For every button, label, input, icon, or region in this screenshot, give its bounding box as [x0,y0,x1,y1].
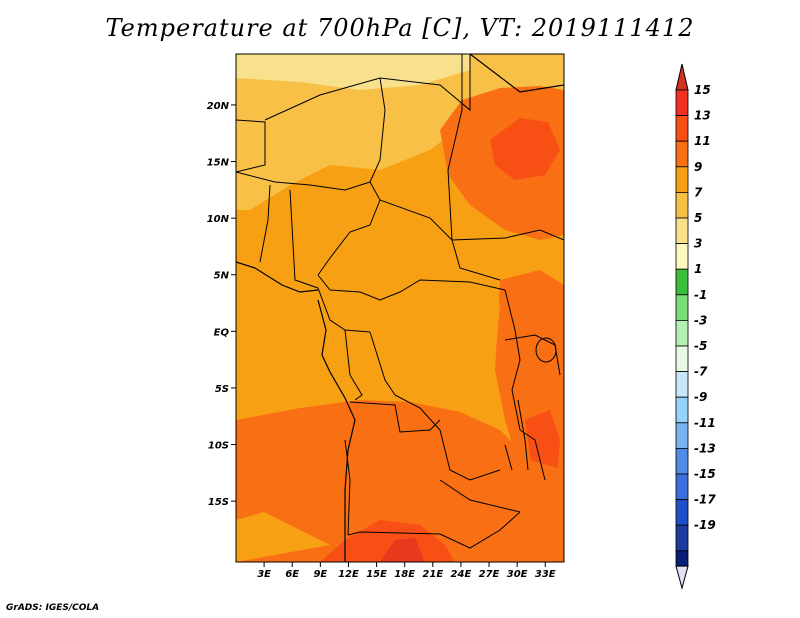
colorbar-segment [675,166,689,193]
lon-tick-label: 3E [257,569,271,580]
colorbar-label: -13 [694,441,716,455]
colorbar-label: 13 [694,109,711,123]
lat-tick-label: 20N [207,101,230,112]
colorbar-segment [675,89,689,117]
country-borders [236,54,564,549]
colorbar-label: -5 [694,339,707,353]
map-frame [235,53,565,563]
colorbar-label: -11 [694,416,716,430]
lat-tick-label: 10N [207,214,230,225]
colorbar-segment [675,294,689,321]
latitude-axis: 20N 15N 10N 5N EQ 5S 10S 15S [207,101,236,508]
lat-tick-label: 15N [207,158,230,169]
temperature-field [236,54,564,562]
lon-tick-label: 18E [394,569,415,580]
lon-tick-label: 15E [366,569,387,580]
lat-tick-label: 15S [208,497,229,508]
colorbar-label: -1 [694,288,707,302]
longitude-axis: 3E 6E 9E 12E 15E 18E 21E 24E 27E 30E 33E [257,562,556,580]
colorbar-segment [675,191,689,219]
map-title: Temperature at 700hPa [C], VT: 201911141… [105,14,695,42]
colorbar-segment [675,371,689,398]
lon-tick-label: 6E [285,569,299,580]
lon-tick-label: 12E [338,569,359,580]
lat-tick-label: 5S [215,384,229,395]
lon-tick-label: 9E [313,569,327,580]
colorbar-label: 1 [694,262,702,276]
colorbar-segment [675,319,689,347]
lon-tick-label: 30E [507,569,528,580]
lon-tick-label: 24E [451,569,472,580]
colorbar-label: -7 [694,365,708,379]
colorbar-segment [675,140,689,168]
colorbar: 15 13 11 9 7 5 3 1 -1 -3 -5 -7 -9 -11 -13 -15 -17 -19 [675,63,716,591]
colorbar-label: -3 [694,313,707,327]
coastline [236,54,564,562]
colorbar-segment [675,447,689,475]
lakes [504,337,557,471]
colorbar-label: -15 [694,467,716,481]
colorbar-segment [675,396,689,424]
colorbar-segment [675,499,689,526]
lat-tick-label: EQ [214,327,230,338]
colorbar-bottom-extension [675,565,689,591]
colorbar-segment [675,268,689,296]
colorbar-label: 3 [694,237,702,251]
colorbar-segment [675,217,689,245]
colorbar-label: 9 [694,160,702,174]
lat-tick-label: 5N [214,271,230,282]
lon-tick-label: 21E [422,569,443,580]
colorbar-segment [675,345,689,373]
colorbar-label: -9 [694,390,707,404]
lon-tick-label: 27E [479,569,500,580]
colorbar-label: -17 [694,493,716,507]
colorbar-segment [675,550,689,567]
colorbar-segment [675,115,689,142]
credit-text: GrADS: IGES/COLA [6,603,100,613]
colorbar-segment [675,524,689,552]
colorbar-segment [675,422,689,449]
lon-tick-label: 33E [535,569,556,580]
colorbar-top-extension [675,63,689,91]
colorbar-label: 5 [694,211,702,225]
lat-tick-label: 10S [208,441,229,452]
colorbar-label: 11 [694,134,711,148]
colorbar-label: 7 [694,185,703,199]
colorbar-segment [675,473,689,501]
colorbar-label: 15 [694,83,711,97]
colorbar-segment [675,243,689,270]
colorbar-label: -19 [694,518,716,532]
